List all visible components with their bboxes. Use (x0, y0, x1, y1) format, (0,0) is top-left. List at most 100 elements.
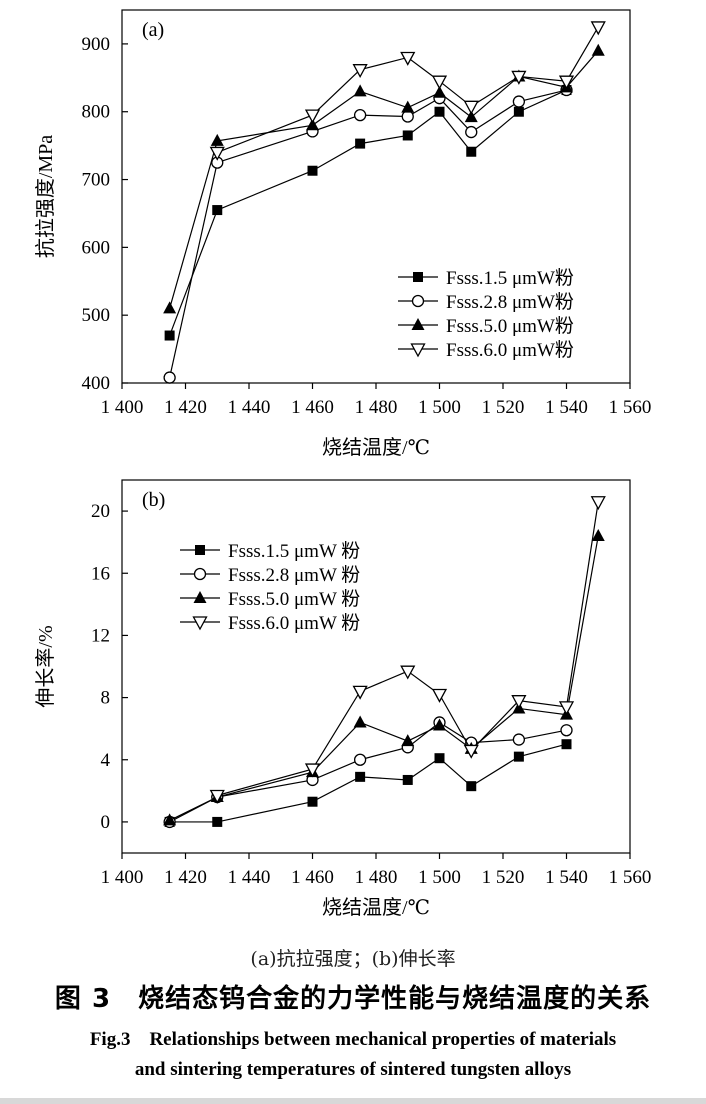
x-tick-label: 1 400 (101, 867, 144, 888)
data-point-series-2 (353, 753, 367, 766)
y-tick-label: 16 (91, 563, 110, 584)
data-point-series-4 (558, 701, 575, 716)
data-point-series-3 (163, 301, 177, 314)
y-tick-label: 900 (82, 34, 111, 55)
legend-marker (411, 294, 425, 308)
data-point-series-4 (558, 75, 575, 90)
x-tick-label: 1 560 (609, 867, 652, 888)
data-point-series-1 (307, 165, 318, 176)
x-tick-label: 1 460 (291, 397, 334, 418)
legend-label: Fsss.5.0 μmW粉 (446, 315, 574, 337)
legend-label: Fsss.6.0 μmW 粉 (228, 612, 360, 634)
x-tick-label: 1 440 (228, 397, 271, 418)
data-point-series-3 (210, 133, 224, 146)
x-tick-label: 1 480 (355, 397, 398, 418)
y-axis-label: 伸长率/% (34, 625, 57, 707)
x-tick-label: 1 420 (164, 397, 207, 418)
data-point-series-4 (304, 109, 321, 124)
data-point-series-3 (464, 110, 478, 123)
series-line-1 (169, 743, 567, 823)
x-tick-label: 1 560 (609, 397, 652, 418)
data-point-series-1 (434, 753, 445, 764)
x-axis-label: 烧结温度/℃ (322, 436, 430, 459)
data-point-series-1 (307, 796, 318, 807)
legend-label: Fsss.1.5 μmW粉 (446, 267, 574, 289)
legend-label: Fsss.6.0 μmW粉 (446, 339, 574, 361)
y-tick-label: 8 (101, 688, 111, 709)
data-point-series-4 (352, 685, 368, 700)
x-tick-label: 1 540 (545, 397, 588, 418)
data-point-series-4 (590, 21, 606, 36)
series-line-2 (169, 721, 567, 823)
legend-marker (195, 545, 205, 555)
x-tick-label: 1 520 (482, 397, 525, 418)
data-point-series-3 (163, 813, 177, 826)
data-point-series-4 (400, 665, 416, 680)
data-point-series-2 (465, 125, 478, 139)
data-point-series-1 (164, 330, 175, 341)
chart-a-tensile-strength: 1 400 1 420 1 440 1 460 1 480 1 500 1 520 1 540… (34, 9, 652, 459)
legend-label: Fsss.2.8 μmW粉 (446, 291, 574, 313)
x-tick-label: 1 500 (418, 397, 461, 418)
legend-marker (410, 343, 426, 358)
data-point-series-1 (212, 816, 223, 827)
panel-label: (b) (142, 489, 165, 511)
panel-label: (a) (142, 19, 164, 41)
legend-marker (411, 318, 425, 330)
data-point-series-4 (463, 744, 479, 759)
data-point-series-2 (163, 371, 176, 384)
y-tick-label: 400 (82, 373, 111, 394)
data-point-series-2 (512, 95, 526, 108)
data-point-series-4 (400, 51, 416, 66)
x-tick-label: 1 480 (355, 867, 398, 888)
figure-title-english-line1: Fig.3 Relationships between mechanical p… (89, 1029, 617, 1050)
data-point-series-1 (434, 106, 445, 117)
data-point-series-4 (511, 695, 527, 710)
series-line-3 (169, 535, 599, 821)
data-point-series-1 (402, 774, 413, 785)
y-tick-label: 500 (82, 305, 111, 326)
plot-frame (121, 479, 631, 854)
data-point-series-3 (591, 528, 605, 541)
y-tick-label: 4 (101, 750, 111, 771)
y-tick-label: 0 (101, 812, 111, 833)
data-point-series-3 (353, 84, 367, 97)
y-tick-label: 12 (91, 625, 110, 646)
legend-label: Fsss.1.5 μmW 粉 (228, 540, 360, 562)
data-point-series-3 (306, 118, 319, 131)
x-tick-label: 1 540 (545, 867, 588, 888)
figure-title-english: Fig.3 Relationships between mechanical p… (20, 1025, 686, 1085)
data-point-series-3 (401, 734, 415, 747)
data-point-series-2 (560, 724, 573, 737)
data-point-series-4 (511, 70, 527, 85)
y-tick-label: 20 (91, 501, 110, 522)
data-point-series-4 (431, 75, 448, 90)
data-point-series-3 (591, 43, 605, 56)
data-point-series-1 (561, 739, 572, 750)
data-point-series-1 (402, 130, 413, 141)
legend-label: Fsss.5.0 μmW 粉 (228, 588, 360, 610)
x-tick-label: 1 400 (101, 397, 144, 418)
data-point-series-4 (352, 64, 368, 79)
data-point-series-3 (353, 715, 367, 728)
data-point-series-1 (513, 106, 524, 117)
data-point-series-1 (466, 146, 477, 157)
data-point-series-3 (401, 100, 415, 113)
legend-marker (413, 272, 423, 282)
data-point-series-4 (209, 789, 225, 804)
footer-rule (0, 1098, 706, 1104)
data-point-series-4 (463, 100, 479, 115)
data-point-series-4 (304, 763, 321, 778)
data-point-series-4 (590, 496, 606, 511)
data-point-series-4 (209, 146, 225, 161)
x-tick-label: 1 500 (418, 867, 461, 888)
data-point-series-3 (433, 718, 446, 731)
y-axis-label: 抗拉强度/MPa (34, 135, 57, 258)
data-point-series-1 (212, 205, 223, 216)
chart-b-elongation: 1 400 1 420 1 440 1 460 1 480 1 500 1 520 1 540… (34, 479, 652, 919)
data-point-series-1 (513, 751, 524, 762)
figure-title: 图 3 烧结态钨合金的力学性能与烧结温度的关系 (54, 984, 652, 1014)
legend-label: Fsss.2.8 μmW 粉 (228, 564, 360, 586)
subcaption: (a)抗拉强度；(b)伸长率 (250, 948, 456, 970)
data-point-series-1 (466, 781, 477, 792)
